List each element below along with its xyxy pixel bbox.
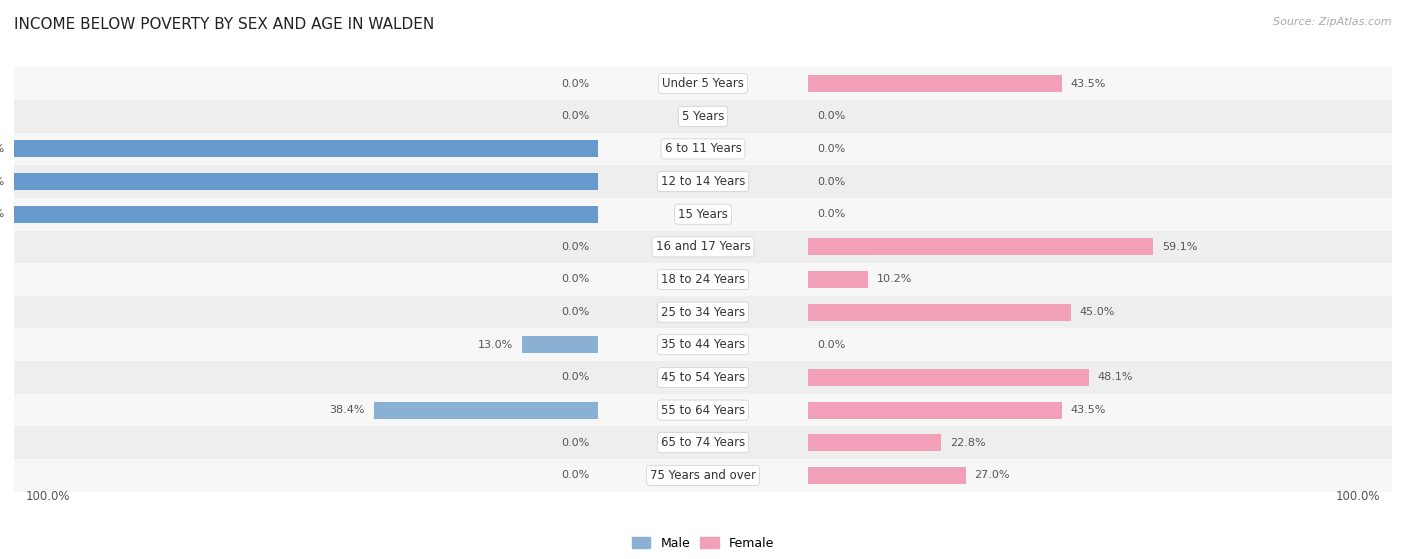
Text: 43.5%: 43.5% xyxy=(1071,405,1107,415)
Text: 75 Years and over: 75 Years and over xyxy=(650,469,756,482)
Bar xyxy=(14,165,1392,198)
Text: 0.0%: 0.0% xyxy=(561,274,589,285)
Text: 16 and 17 Years: 16 and 17 Years xyxy=(655,240,751,253)
Text: 27.0%: 27.0% xyxy=(974,470,1010,480)
Text: 18 to 24 Years: 18 to 24 Years xyxy=(661,273,745,286)
Bar xyxy=(14,132,1392,165)
Bar xyxy=(374,401,598,419)
Bar xyxy=(522,337,598,353)
Text: 0.0%: 0.0% xyxy=(561,79,589,89)
Text: 38.4%: 38.4% xyxy=(329,405,366,415)
Text: 0.0%: 0.0% xyxy=(561,242,589,252)
Text: Under 5 Years: Under 5 Years xyxy=(662,77,744,90)
Text: 48.1%: 48.1% xyxy=(1098,372,1133,382)
Text: 0.0%: 0.0% xyxy=(817,144,845,154)
Bar xyxy=(14,459,1392,492)
Bar xyxy=(808,467,966,484)
Bar xyxy=(808,75,1062,92)
Text: 22.8%: 22.8% xyxy=(950,438,986,448)
Bar xyxy=(14,206,598,222)
Bar xyxy=(808,238,1153,255)
Legend: Male, Female: Male, Female xyxy=(627,532,779,555)
Text: 100.0%: 100.0% xyxy=(25,490,70,503)
Text: 43.5%: 43.5% xyxy=(1071,79,1107,89)
Text: Source: ZipAtlas.com: Source: ZipAtlas.com xyxy=(1274,17,1392,27)
Text: 100.0%: 100.0% xyxy=(0,144,6,154)
Bar xyxy=(14,329,1392,361)
Text: 0.0%: 0.0% xyxy=(561,438,589,448)
Text: 59.1%: 59.1% xyxy=(1161,242,1198,252)
Bar xyxy=(14,173,598,190)
Text: 55 to 64 Years: 55 to 64 Years xyxy=(661,404,745,416)
Bar xyxy=(14,67,1392,100)
Bar xyxy=(14,427,1392,459)
Text: 12 to 14 Years: 12 to 14 Years xyxy=(661,175,745,188)
Bar xyxy=(808,401,1062,419)
Text: 15 Years: 15 Years xyxy=(678,208,728,221)
Bar xyxy=(14,296,1392,329)
Text: 10.2%: 10.2% xyxy=(876,274,911,285)
Bar xyxy=(808,304,1071,321)
Text: 0.0%: 0.0% xyxy=(817,111,845,121)
Text: 45.0%: 45.0% xyxy=(1080,307,1115,317)
Bar xyxy=(14,140,598,158)
Text: 0.0%: 0.0% xyxy=(561,372,589,382)
Text: INCOME BELOW POVERTY BY SEX AND AGE IN WALDEN: INCOME BELOW POVERTY BY SEX AND AGE IN W… xyxy=(14,17,434,32)
Text: 6 to 11 Years: 6 to 11 Years xyxy=(665,143,741,155)
Text: 0.0%: 0.0% xyxy=(817,340,845,350)
Text: 35 to 44 Years: 35 to 44 Years xyxy=(661,338,745,351)
Bar xyxy=(808,434,941,451)
Text: 100.0%: 100.0% xyxy=(0,177,6,187)
Text: 25 to 34 Years: 25 to 34 Years xyxy=(661,306,745,319)
Bar xyxy=(14,361,1392,394)
Bar xyxy=(808,271,868,288)
Bar xyxy=(14,394,1392,427)
Text: 0.0%: 0.0% xyxy=(817,177,845,187)
Bar xyxy=(808,369,1088,386)
Bar xyxy=(14,100,1392,132)
Bar xyxy=(14,198,1392,230)
Text: 0.0%: 0.0% xyxy=(561,470,589,480)
Text: 0.0%: 0.0% xyxy=(561,307,589,317)
Text: 100.0%: 100.0% xyxy=(1336,490,1381,503)
Bar xyxy=(14,230,1392,263)
Bar xyxy=(14,263,1392,296)
Text: 45 to 54 Years: 45 to 54 Years xyxy=(661,371,745,384)
Text: 0.0%: 0.0% xyxy=(561,111,589,121)
Text: 65 to 74 Years: 65 to 74 Years xyxy=(661,436,745,449)
Text: 5 Years: 5 Years xyxy=(682,110,724,123)
Text: 0.0%: 0.0% xyxy=(817,209,845,219)
Text: 13.0%: 13.0% xyxy=(478,340,513,350)
Text: 100.0%: 100.0% xyxy=(0,209,6,219)
